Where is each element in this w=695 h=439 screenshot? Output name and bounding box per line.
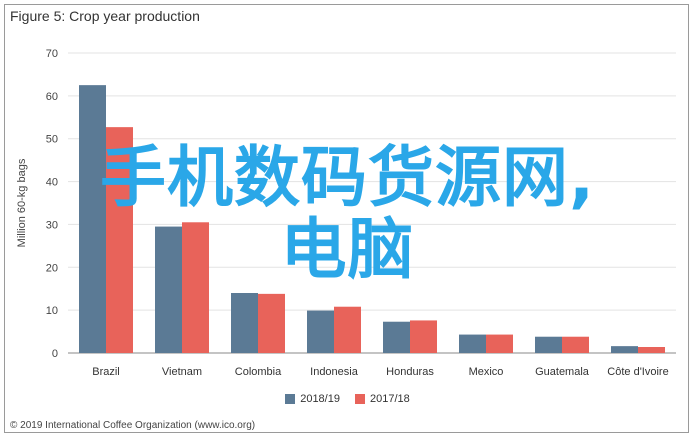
y-tick-label-40: 40: [46, 177, 58, 189]
bar-1-1: [155, 226, 182, 353]
legend-item-series-2: 2017/18: [355, 393, 410, 405]
x-tick-label-7: Côte d'Ivoire: [607, 366, 668, 378]
legend-swatch-series-2: [355, 394, 366, 404]
y-tick-label-20: 20: [46, 262, 58, 274]
x-tick-label-6: Guatemala: [535, 366, 590, 378]
bar-1-3: [307, 310, 334, 353]
bar-2-3: [334, 306, 361, 353]
bar-2-2: [258, 293, 285, 353]
x-tick-label-2: Colombia: [235, 366, 282, 378]
bar-2-6: [562, 336, 589, 353]
x-tick-label-1: Vietnam: [162, 366, 202, 378]
watermark-line-2: 电脑: [280, 211, 415, 288]
y-tick-label-70: 70: [46, 48, 58, 60]
y-tick-label-50: 50: [46, 134, 58, 146]
bar-1-7: [611, 346, 638, 353]
bar-2-1: [182, 222, 209, 353]
bar-2-0: [106, 127, 133, 354]
y-tick-label-0: 0: [52, 348, 58, 360]
y-tick-label-30: 30: [46, 219, 58, 231]
copyright-footer: © 2019 International Coffee Organization…: [10, 420, 256, 431]
y-tick-label-60: 60: [46, 91, 58, 103]
watermark-overlay: 手机数码货源网, 电脑: [0, 145, 695, 283]
bar-2-7: [638, 347, 665, 353]
chart-title: Figure 5: Crop year production: [10, 8, 200, 24]
legend-item-series-1: 2018/19: [285, 393, 340, 405]
bar-1-6: [535, 336, 562, 353]
y-axis-label: Million 60-kg bags: [16, 158, 28, 247]
bar-1-2: [231, 293, 258, 353]
bar-1-5: [459, 334, 486, 353]
y-tick-label-10: 10: [46, 305, 58, 317]
bar-1-4: [383, 321, 410, 353]
bar-1-0: [79, 85, 106, 354]
legend-label-series-2: 2017/18: [370, 393, 410, 405]
x-tick-label-5: Mexico: [469, 366, 504, 378]
watermark-line-1: 手机数码货源网,: [99, 139, 596, 216]
x-tick-label-0: Brazil: [92, 366, 120, 378]
bar-2-5: [486, 334, 513, 353]
legend: 2018/19 2017/18: [0, 393, 695, 407]
legend-swatch-series-1: [285, 394, 296, 404]
legend-label-series-1: 2018/19: [300, 393, 340, 405]
bar-2-4: [410, 320, 437, 353]
x-tick-label-4: Honduras: [386, 366, 434, 378]
x-tick-label-3: Indonesia: [310, 366, 359, 378]
